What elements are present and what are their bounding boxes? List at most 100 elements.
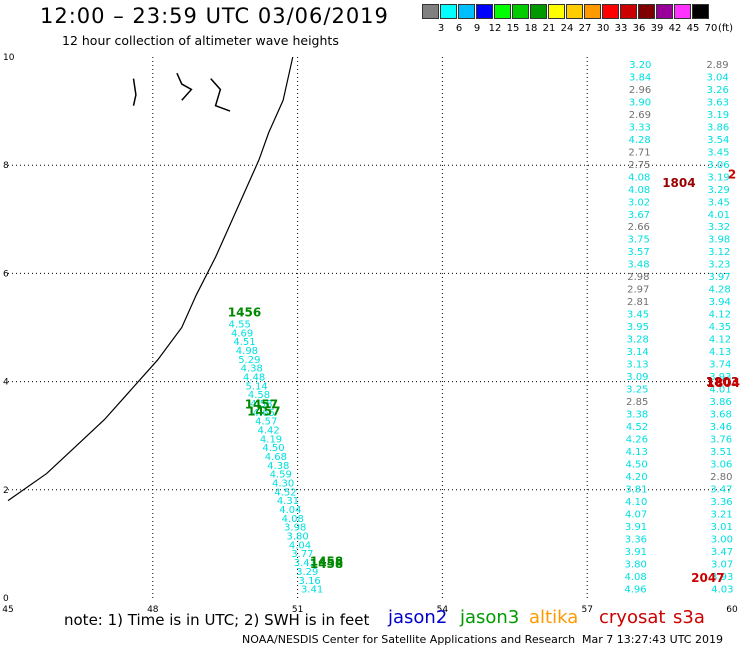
wave-height-value: 3.86	[709, 397, 731, 408]
wave-height-value: 2.85	[626, 397, 648, 408]
wave-height-value: 4.58	[248, 390, 270, 401]
wave-height-value: 3.86	[707, 122, 729, 133]
wave-height-value: 3.91	[625, 547, 647, 558]
wave-height-value: 4.30	[272, 479, 294, 490]
wave-height-value: 4.07	[625, 510, 647, 521]
wave-height-value: 3.74	[709, 360, 731, 371]
legend-swatch	[692, 4, 709, 19]
legend-swatch	[602, 4, 619, 19]
wave-height-value: 4.38	[241, 364, 263, 375]
legend-label: 18	[524, 23, 538, 34]
wave-height-value: 3.47	[711, 547, 733, 558]
wave-height-value: 4.35	[709, 322, 731, 333]
wave-height-value: 4.96	[624, 585, 646, 596]
wave-height-value: 4.28	[628, 135, 650, 146]
sat-s3a: s3a	[673, 607, 705, 628]
wave-height-value: 2.89	[706, 60, 728, 71]
credit-line: NOAA/NESDIS Center for Satellite Applica…	[242, 633, 576, 646]
wave-height-value: 4.58	[250, 399, 272, 410]
x-tick-label: 57	[581, 605, 592, 615]
legend-swatch	[674, 4, 691, 19]
wave-height-value: 3.32	[708, 222, 730, 233]
wave-height-value: 4.13	[709, 347, 731, 358]
track-time-label: 1804	[707, 376, 740, 390]
wave-height-value: 3.51	[710, 447, 732, 458]
wave-height-value: 3.80	[625, 560, 647, 571]
wave-height-value: 3.19	[707, 110, 729, 121]
legend-swatch	[440, 4, 457, 19]
wave-height-value: 4.38	[267, 461, 289, 472]
wave-height-value: 3.98	[708, 235, 730, 246]
wave-height-value: 3.23	[708, 260, 730, 271]
wave-height-value: 4.04	[289, 540, 311, 551]
track-time-label: 1458	[310, 555, 343, 569]
legend-label: 45	[686, 23, 700, 34]
wave-height-value: 4.59	[270, 470, 292, 481]
wave-height-value: 3.02	[628, 197, 650, 208]
wave-height-value: 3.47	[710, 485, 732, 496]
wave-height-value: 3.80	[286, 532, 308, 543]
wave-height-value: 3.16	[299, 576, 321, 587]
island-outline	[210, 78, 231, 112]
wave-height-value: 2.97	[627, 285, 649, 296]
wave-height-value: 3.91	[625, 522, 647, 533]
wave-height-value: 3.13	[626, 360, 648, 371]
wave-height-value: 3.75	[628, 235, 650, 246]
legend-label: 9	[473, 23, 481, 34]
wave-height-value: 4.01	[709, 385, 731, 396]
wave-height-value: 3.25	[626, 385, 648, 396]
track-time-label: 1803	[706, 375, 739, 389]
wave-height-value: 4.65	[253, 408, 275, 419]
wave-height-value: 3.38	[626, 410, 648, 421]
wave-height-value: 3.95	[627, 322, 649, 333]
wave-height-value: 3.09	[626, 372, 648, 383]
x-tick-label: 51	[292, 605, 303, 615]
wave-height-value: 3.07	[711, 560, 733, 571]
wave-height-value: 2.98	[627, 272, 649, 283]
wave-height-value: 3.57	[627, 247, 649, 258]
legend-label: 27	[578, 23, 592, 34]
legend-label: 30	[596, 23, 610, 34]
wave-height-value: 4.20	[625, 472, 647, 483]
wave-height-value: 4.31	[277, 496, 299, 507]
y-tick-label: 6	[3, 269, 9, 279]
wave-height-value: 3.93	[711, 572, 733, 583]
wave-height-value: 4.08	[628, 185, 650, 196]
wave-height-value: 2.80	[710, 472, 732, 483]
legend-swatch	[638, 4, 655, 19]
wave-height-value: 4.68	[265, 452, 287, 463]
legend-label: 42	[668, 23, 682, 34]
wave-height-value: 3.43	[294, 558, 316, 569]
wave-height-value: 4.12	[709, 335, 731, 346]
x-tick-label: 54	[437, 605, 449, 615]
wave-height-value: 3.29	[296, 567, 318, 578]
wave-height-value: 4.04	[279, 505, 301, 516]
wave-height-value: 4.26	[626, 435, 648, 446]
legend-swatch	[512, 4, 529, 19]
wave-height-value: 3.20	[629, 60, 651, 71]
wave-height-value: 3.67	[628, 210, 650, 221]
wave-height-value: 3.14	[627, 347, 649, 358]
legend-swatch	[548, 4, 565, 19]
wave-height-value: 5.29	[238, 355, 260, 366]
chart-title: 12:00 – 23:59 UTC 03/06/2019	[40, 4, 389, 28]
wave-height-value: 4.69	[231, 328, 253, 339]
wave-height-value: 4.52	[626, 422, 648, 433]
legend-swatch	[656, 4, 673, 19]
sat-jason2: jason2	[388, 607, 448, 628]
wave-height-value: 2.81	[627, 297, 649, 308]
legend-swatch	[584, 4, 601, 19]
legend-label: 21	[542, 23, 556, 34]
track-time-label: 1457	[247, 405, 280, 419]
wave-height-value: 2.71	[628, 147, 650, 158]
x-tick-label: 48	[147, 605, 159, 615]
wave-height-value: 3.98	[284, 523, 306, 534]
legend-label: 33	[614, 23, 628, 34]
wave-height-value: 3.06	[710, 460, 732, 471]
wave-height-value: 3.45	[627, 310, 649, 321]
wave-height-value: 3.77	[291, 549, 313, 560]
wave-height-value: 4.08	[628, 172, 650, 183]
wave-height-value: 4.08	[282, 514, 304, 525]
wave-height-value: 3.46	[710, 422, 732, 433]
wave-height-value: 2.96	[629, 85, 651, 96]
